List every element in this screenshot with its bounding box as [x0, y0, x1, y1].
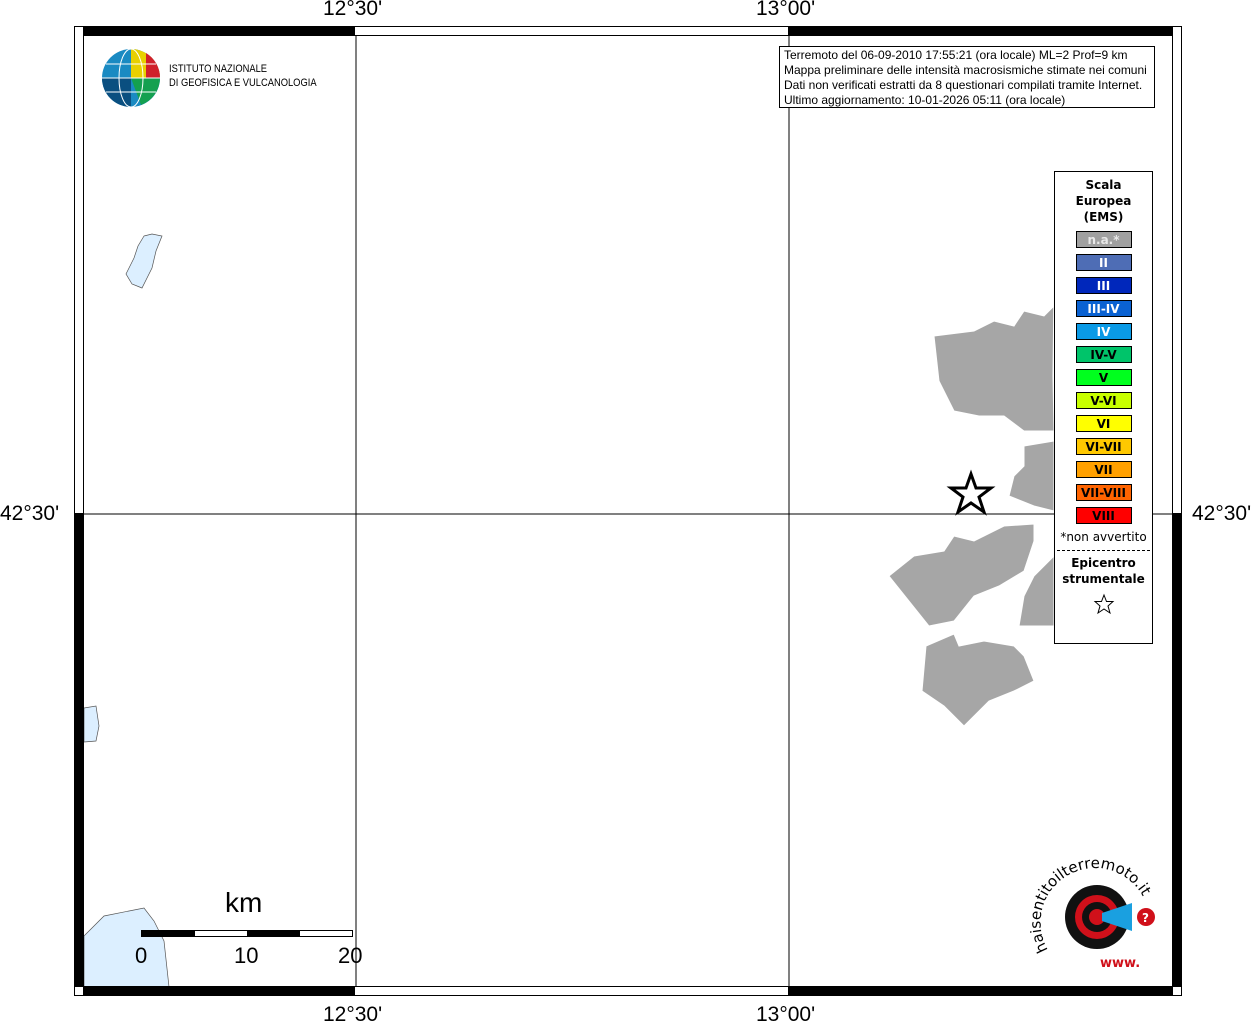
legend-divider: [1057, 550, 1150, 551]
tick-right: 42°30': [1192, 502, 1252, 525]
epicenter-label-line: Epicentro: [1071, 556, 1136, 570]
haisentito-logo: haisentitoilterremoto.it ? www.: [1026, 854, 1160, 980]
tick-bottom-2: 13°00': [756, 1003, 816, 1026]
event-info-box: Terremoto del 06-09-2010 17:55:21 (ora l…: [779, 46, 1155, 108]
tick-bottom-1: 12°30': [323, 1003, 383, 1026]
lake-polygon: [84, 705, 100, 743]
legend-swatch-iii-iv: III-IV: [1075, 300, 1132, 317]
legend-title: Scala Europea (EMS): [1055, 177, 1152, 225]
frame-bar: [788, 987, 1173, 995]
legend-swatch-vi-vii: VI-VII: [1075, 438, 1132, 455]
target-icon: haisentitoilterremoto.it ? www.: [1026, 854, 1155, 971]
legend-swatch-ii: II: [1075, 254, 1132, 271]
municipality-polygon: [888, 523, 1035, 627]
map-frame: [74, 26, 1182, 996]
info-line: Terremoto del 06-09-2010 17:55:21 (ora l…: [784, 48, 1128, 62]
legend-title-line: (EMS): [1083, 210, 1124, 224]
info-line: Ultimo aggiornamento: 10-01-2026 05:11 (…: [784, 93, 1066, 107]
epicenter-label-line: strumentale: [1062, 572, 1145, 586]
lake-polygon: [125, 233, 163, 289]
tick-top-1: 12°30': [323, 0, 383, 20]
legend-swatch-iv: IV: [1075, 323, 1132, 340]
municipality-polygon: [921, 633, 1035, 727]
frame-bar: [1173, 513, 1181, 987]
tick-top-2: 13°00': [756, 0, 816, 20]
legend-swatch-iv-v: IV-V: [1075, 346, 1132, 363]
legend-swatch-iii: III: [1075, 277, 1132, 294]
legend-swatch-viii: VIII: [1075, 507, 1132, 524]
legend-swatches: n.a.* II III III-IV IV IV-V V V-VI VI VI-VII VII VI…: [1055, 231, 1152, 524]
scale-label: 20: [338, 943, 363, 968]
epicenter-label: Epicentro strumentale: [1055, 555, 1152, 587]
map-svg: [84, 36, 1172, 986]
intensity-legend: Scala Europea (EMS) n.a.* II III III-IV IV IV-V…: [1054, 171, 1153, 644]
lake-polygon: [84, 907, 170, 986]
scale-segments: [141, 930, 353, 937]
logo-text-2: DI GEOFISICA E VULCANOLOGIA: [169, 77, 317, 89]
svg-text:?: ?: [1142, 911, 1149, 925]
legend-swatch-v-vi: V-VI: [1075, 392, 1132, 409]
info-line: Dati non verificati estratti da 8 questi…: [784, 78, 1143, 92]
tick-left: 42°30': [0, 502, 60, 525]
frame-bar: [788, 27, 1173, 35]
scale-unit: km: [225, 887, 263, 918]
legend-swatch-vii: VII: [1075, 461, 1132, 478]
info-line: Mappa preliminare delle intensità macros…: [784, 63, 1147, 77]
star-icon: [1093, 593, 1114, 615]
brand-www: www.: [1100, 956, 1140, 971]
scale-label: 0: [135, 943, 148, 968]
ingv-logo: ISTITUTO NAZIONALE DI GEOFISICA E VULCAN…: [101, 47, 321, 109]
scale-label: 10: [234, 943, 259, 968]
frame-bar: [83, 987, 355, 995]
legend-swatch-v: V: [1075, 369, 1132, 386]
legend-note: *non avvertito: [1060, 530, 1147, 544]
legend-swatch-vii-viii: VII-VIII: [1075, 484, 1132, 501]
frame-bar: [75, 513, 83, 987]
municipality-polygon: [1018, 554, 1055, 627]
legend-title-line: Scala: [1085, 178, 1122, 192]
globe-icon: [102, 48, 161, 108]
municipality-polygon: [1008, 440, 1055, 512]
epicenter-star: [946, 469, 996, 516]
legend-swatch-na: n.a.*: [1075, 231, 1132, 248]
legend-swatch-vi: VI: [1075, 415, 1132, 432]
scale-bar: km 0 10 20: [130, 885, 370, 975]
frame-bar: [83, 27, 355, 35]
map-area[interactable]: [83, 35, 1173, 987]
logo-text-1: ISTITUTO NAZIONALE: [169, 63, 268, 75]
legend-title-line: Europea: [1075, 194, 1132, 208]
